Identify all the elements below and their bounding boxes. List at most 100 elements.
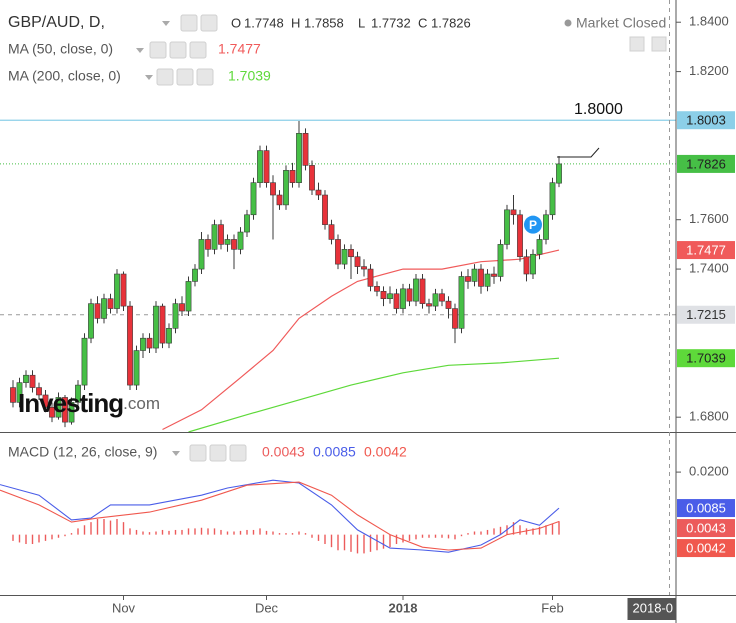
ohlc-value: 1.7826 [431,15,471,30]
candle-body [88,303,94,339]
candle-body [478,268,484,287]
candle-body [159,305,166,344]
candle-body [127,305,133,386]
candle-body [426,303,432,307]
candle-body [166,328,172,344]
macd-value-tag-label: 0.0085 [686,500,726,515]
last-price-tag [677,154,735,173]
macd-pane [0,479,560,554]
candle-body [302,133,309,166]
candle-body [36,387,42,396]
legend-title: GBP/AUD, D, [8,14,105,31]
candle-body [341,249,348,265]
candle-body [484,273,491,287]
candle-body [133,350,140,386]
watermark-brand: Investing [18,388,123,418]
dropdown-arrow [136,48,144,53]
legend-icon [209,444,227,462]
legend-icon [196,68,214,86]
y-tick-label: 1.8400 [689,14,729,29]
candle-body [543,214,549,240]
legend-label: MA (50, close, 0) [8,41,113,57]
ohlc-label: C [418,15,427,30]
candle-body [153,305,159,349]
candle-body [68,402,75,423]
candle-body [192,268,198,282]
candle-body [23,374,29,383]
candle-body [296,133,302,183]
y-tick-label: 1.6800 [689,409,729,424]
ohlc-label: O [231,15,241,30]
candle-body [510,209,517,216]
legend-icon [189,41,207,59]
candle-body [231,239,237,250]
macd-value-tag [677,539,735,558]
dropdown-arrow [162,21,170,26]
y-tick-label: 1.8200 [689,63,729,78]
candle-body [348,249,354,258]
crosshair-price-tag [677,305,735,324]
legend-icon [229,444,247,462]
macd-line [0,479,560,553]
candle-body [29,374,36,388]
candle-body [257,150,263,183]
crosshair-time-text: 2018-0 [633,600,673,615]
macd-line [0,481,560,551]
watermark-suffix: .com [123,394,160,413]
legend-value: 0.0085 [313,444,356,460]
candle-body [497,244,504,277]
candle-body [244,214,250,233]
candle-body [361,266,367,270]
candle-body [458,276,465,329]
crosshair-time-box [627,598,676,620]
candle-body [439,293,445,302]
x-tick-label: Nov [112,600,136,615]
candle-body [205,239,211,250]
candle-body [107,298,114,309]
candle-body [523,256,530,275]
macd-value-tag [677,519,735,538]
legend-value: 0.0042 [364,444,407,460]
candle-body [81,337,88,386]
candle-body [413,278,419,302]
candle-body [55,397,62,418]
candle-body [530,253,536,275]
candle-body [322,194,328,225]
status: Market Closed [576,15,666,31]
crosshair-price-tag-label: 1.7215 [686,307,726,322]
candle-body [263,150,270,183]
dropdown-arrow [145,75,153,80]
macd-value-tag-label: 0.0043 [686,520,726,535]
candle-body [335,239,341,265]
legend-label: MACD (12, 26, close, 9) [8,444,157,460]
candle-body [224,239,231,245]
legend-value: 1.7039 [228,68,271,84]
moving-average-tag [677,241,735,260]
candle-body [328,224,335,240]
candle-body [179,303,185,312]
overlay: 1.6800 1.7400 1.7600 1.8200 1.8400 Nov Dec 2018… [8,0,735,620]
x-tick-label: Feb [541,600,563,615]
candle-body [400,288,406,309]
ohlc-label: H [291,15,300,30]
status-dot [564,19,572,27]
ohlc-label: L [358,15,365,30]
pane-button [629,36,645,52]
horizontal-line-tag-label: 1.8003 [686,113,726,128]
annotation: 1.8000 [574,101,623,118]
moving-average-tag [677,349,735,368]
legend-icon [149,41,167,59]
candle-body [49,407,55,418]
ohlc-value: 1.7732 [371,15,411,30]
candle-body [114,273,120,309]
event-marker-label: P [529,218,537,232]
horizontal-line-tag [677,111,735,130]
candle-body [270,182,276,196]
watermark: Investing.com [18,388,160,418]
legend-icon [156,68,174,86]
dropdown-arrow [172,451,180,456]
moving-average-line [162,249,560,431]
